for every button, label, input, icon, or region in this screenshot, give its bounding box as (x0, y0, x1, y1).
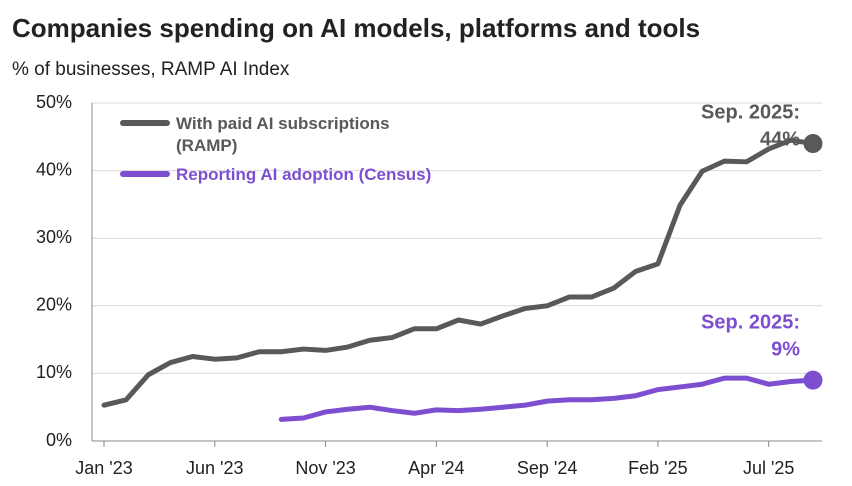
x-tick-label: Nov '23 (295, 458, 355, 478)
y-tick-label: 30% (36, 227, 72, 247)
y-tick-label: 40% (36, 159, 72, 179)
series-line (278, 375, 816, 422)
legend: With paid AI subscriptions (RAMP) Reporti… (120, 113, 446, 193)
y-tick-label: 50% (36, 92, 72, 112)
legend-item: With paid AI subscriptions (RAMP) (120, 113, 446, 157)
chart-title: Companies spending on AI models, platfor… (12, 13, 700, 43)
legend-label: With paid AI subscriptions (RAMP) (176, 114, 390, 155)
x-tick-label: Sep '24 (517, 458, 578, 478)
legend-swatch (120, 171, 170, 177)
x-tick-label: Jul '25 (743, 458, 794, 478)
end-marker (803, 134, 823, 154)
legend-item: Reporting AI adoption (Census) (120, 164, 446, 186)
x-tick-label: Jan '23 (75, 458, 132, 478)
legend-label: Reporting AI adoption (Census) (176, 165, 432, 184)
legend-swatch (120, 120, 170, 126)
y-tick-label: 0% (46, 430, 72, 450)
annotation: 9% (771, 338, 800, 360)
y-tick-label: 10% (36, 362, 72, 382)
y-tick-label: 20% (36, 295, 72, 315)
x-tick-label: Feb '25 (628, 458, 687, 478)
annotation: Sep. 2025: (701, 311, 800, 333)
x-tick-label: Apr '24 (408, 458, 464, 478)
series-line (101, 137, 816, 408)
annotation: Sep. 2025: (701, 101, 800, 123)
end-marker (803, 370, 823, 390)
chart-subtitle: % of businesses, RAMP AI Index (12, 59, 290, 80)
x-tick-label: Jun '23 (186, 458, 243, 478)
annotation: 44% (760, 128, 800, 150)
